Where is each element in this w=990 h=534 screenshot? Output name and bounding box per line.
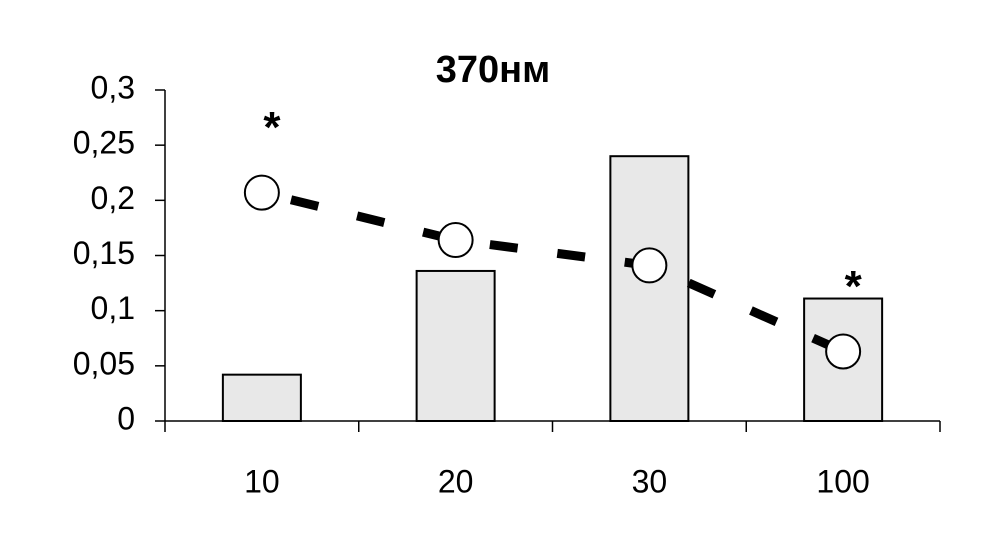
x-tick-label: 10	[244, 463, 280, 499]
x-tick-label: 100	[816, 463, 869, 499]
y-tick-label: 0,1	[91, 290, 135, 326]
x-tick-label: 30	[632, 463, 668, 499]
y-tick-label: 0,25	[73, 125, 135, 161]
annotation: *	[263, 103, 281, 152]
point	[243, 174, 280, 211]
point	[437, 222, 474, 259]
bar	[221, 373, 302, 423]
line	[260, 188, 845, 356]
point	[631, 247, 668, 284]
y-tick-label: 0,3	[91, 69, 135, 105]
y-tick-label: 0,15	[73, 235, 135, 271]
annotation: *	[845, 262, 863, 311]
point	[825, 333, 862, 370]
chart-title: 370нм	[436, 49, 550, 91]
y-tick-label: 0	[117, 400, 135, 436]
y-tick-label: 0,2	[91, 180, 135, 216]
x-tick-label: 20	[438, 463, 474, 499]
y-tick-label: 0,05	[73, 345, 135, 381]
bar	[415, 269, 496, 422]
bar	[609, 155, 690, 422]
